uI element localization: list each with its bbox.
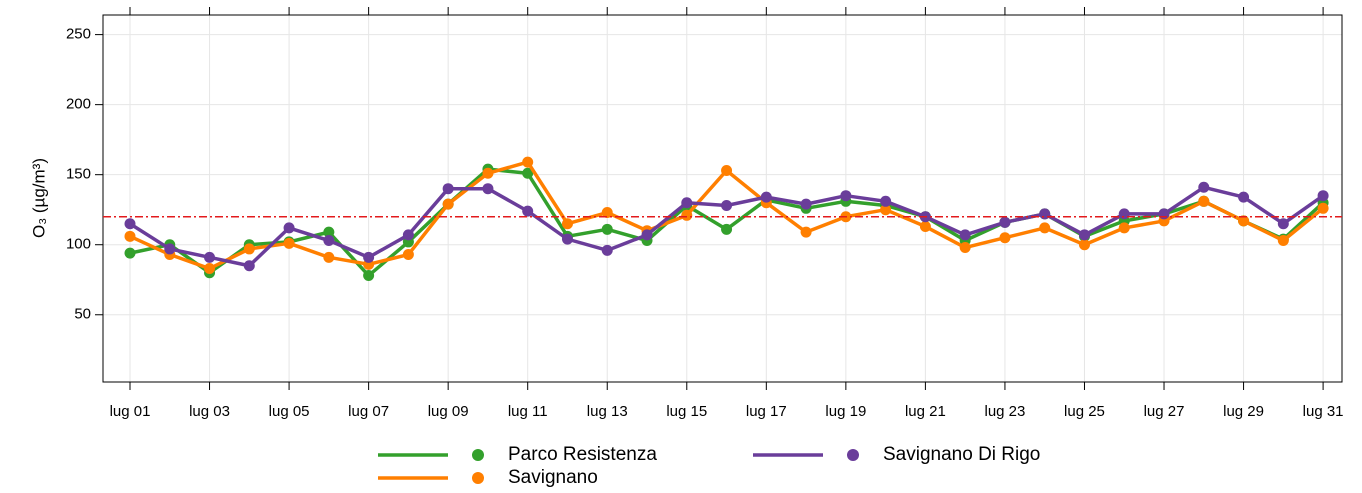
x-tick-label: lug 31 <box>1303 403 1344 420</box>
data-point <box>243 260 255 272</box>
x-tick-label: lug 29 <box>1223 403 1264 420</box>
x-tick-label: lug 27 <box>1144 403 1185 420</box>
data-point <box>959 242 971 254</box>
data-point <box>402 249 414 261</box>
data-point <box>561 218 573 230</box>
data-point <box>243 243 255 255</box>
data-point <box>1317 202 1329 214</box>
data-point <box>442 183 454 195</box>
data-point <box>124 218 136 230</box>
data-point <box>442 198 454 210</box>
data-point <box>1118 222 1130 234</box>
data-point <box>601 244 613 256</box>
data-point <box>561 233 573 245</box>
data-point <box>1078 229 1090 241</box>
data-point <box>800 198 812 210</box>
x-tick-label: lug 17 <box>746 403 787 420</box>
data-point <box>124 230 136 242</box>
x-tick-label: lug 21 <box>905 403 946 420</box>
x-tick-label: lug 15 <box>666 403 707 420</box>
x-tick-label: lug 23 <box>985 403 1026 420</box>
data-point <box>283 237 295 249</box>
data-point <box>124 247 136 259</box>
data-point <box>721 164 733 176</box>
x-tick-label: lug 13 <box>587 403 628 420</box>
x-tick-label: lug 11 <box>508 403 548 420</box>
data-point <box>1277 218 1289 230</box>
data-point <box>880 195 892 207</box>
y-tick-label: 50 <box>74 306 91 323</box>
legend-label: Savignano <box>508 467 598 488</box>
legend-marker <box>472 472 484 484</box>
data-point <box>999 216 1011 228</box>
data-point <box>681 209 693 221</box>
series-line <box>129 167 1325 278</box>
data-point <box>919 221 931 233</box>
data-point <box>840 190 852 202</box>
data-point <box>601 223 613 235</box>
data-point <box>522 205 534 217</box>
data-point <box>323 226 335 238</box>
data-point <box>1078 239 1090 251</box>
data-point <box>601 207 613 219</box>
legend-marker <box>472 449 484 461</box>
y-tick-label: 250 <box>66 26 91 43</box>
x-tick-label: lug 19 <box>825 403 866 420</box>
data-point <box>681 197 693 209</box>
data-point <box>522 156 534 168</box>
data-point <box>641 229 653 241</box>
data-point <box>1277 235 1289 247</box>
data-point <box>1198 195 1210 207</box>
data-point <box>880 204 892 216</box>
data-point <box>323 251 335 263</box>
data-point <box>1238 191 1250 203</box>
data-point <box>323 235 335 247</box>
data-point <box>1039 222 1051 234</box>
y-tick-label: 100 <box>66 236 91 253</box>
data-point <box>283 222 295 234</box>
y-tick-label: 200 <box>66 96 91 113</box>
data-point <box>204 263 216 275</box>
legend-marker <box>847 449 859 461</box>
data-point <box>164 243 176 255</box>
data-point <box>760 191 772 203</box>
x-tick-label: lug 01 <box>110 403 151 420</box>
x-tick-label: lug 07 <box>348 403 389 420</box>
data-point <box>800 226 812 238</box>
data-point <box>363 270 375 282</box>
x-tick-label: lug 03 <box>189 403 230 420</box>
data-point <box>999 232 1011 244</box>
data-point <box>721 223 733 235</box>
data-point <box>1238 215 1250 227</box>
legend-label: Parco Resistenza <box>508 444 657 465</box>
data-point <box>363 251 375 263</box>
data-point <box>959 229 971 241</box>
y-axis-label: O₃ (µg/m³) <box>29 158 48 238</box>
x-tick-label: lug 05 <box>269 403 310 420</box>
data-point <box>1118 208 1130 220</box>
data-point <box>1317 190 1329 202</box>
data-point <box>482 167 494 179</box>
data-point <box>402 229 414 241</box>
data-point <box>721 200 733 212</box>
data-point <box>522 167 534 179</box>
data-point <box>1158 208 1170 220</box>
x-tick-label: lug 09 <box>428 403 469 420</box>
data-point <box>482 183 494 195</box>
data-point <box>1198 181 1210 193</box>
y-tick-label: 150 <box>66 166 91 183</box>
x-tick-label: lug 25 <box>1064 403 1105 420</box>
data-point <box>1039 208 1051 220</box>
plot-frame <box>102 14 1343 383</box>
legend-label: Savignano Di Rigo <box>883 444 1040 465</box>
data-point <box>204 251 216 263</box>
